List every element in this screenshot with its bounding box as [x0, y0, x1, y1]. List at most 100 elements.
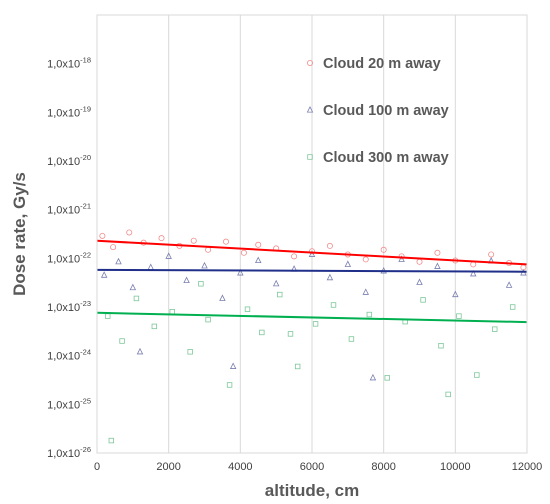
grid-layer	[96, 15, 528, 453]
legend: Cloud 20 m away Cloud 100 m away Cloud 300…	[306, 56, 449, 166]
legend-marker	[306, 60, 313, 67]
legend-marker	[307, 154, 313, 160]
data-point	[222, 238, 229, 245]
data-point	[416, 278, 423, 285]
data-point	[100, 271, 108, 278]
data-point	[169, 309, 175, 315]
data-point	[434, 262, 441, 269]
data-point	[129, 283, 137, 291]
x-tick-label: 6000	[300, 461, 324, 473]
y-tick-label: 1,0x10-18	[47, 56, 91, 71]
data-point	[205, 316, 211, 323]
data-point	[362, 256, 369, 263]
data-point	[255, 241, 262, 248]
data-point	[348, 336, 355, 342]
data-point	[244, 306, 251, 312]
legend-marker	[306, 106, 314, 113]
y-tick-label: 1,0x10-23	[47, 299, 91, 314]
data-point	[344, 260, 352, 267]
data-point	[505, 281, 513, 288]
x-tick-label: 4000	[228, 461, 252, 473]
data-point	[198, 281, 204, 287]
legend-label: Cloud 100 m away	[323, 103, 449, 119]
data-point	[445, 391, 451, 398]
data-point	[434, 249, 441, 256]
trend-line	[96, 268, 528, 273]
data-point	[384, 375, 390, 381]
y-tick-label: 1,0x10-25	[47, 396, 91, 411]
y-tick-label: 1,0x10-20	[47, 153, 91, 168]
data-point	[259, 329, 265, 336]
data-point	[470, 269, 477, 277]
data-point	[312, 321, 319, 327]
legend-label: Cloud 300 m away	[323, 150, 449, 166]
data-point	[240, 249, 247, 256]
x-tick-label: 10000	[440, 461, 471, 473]
x-axis-title: altitude, cm	[265, 481, 359, 500]
data-point	[474, 372, 480, 378]
trend-line	[96, 239, 528, 266]
data-point	[308, 250, 316, 257]
x-tick-label: 0	[94, 461, 100, 473]
data-point	[362, 288, 369, 295]
data-point	[272, 279, 280, 287]
data-point	[147, 263, 154, 270]
data-point	[99, 232, 106, 239]
data-point	[237, 268, 244, 276]
y-axis-title: Dose rate, Gy/s	[10, 172, 29, 296]
data-point	[126, 229, 133, 236]
data-point	[452, 290, 459, 298]
data-point	[287, 331, 294, 337]
data-point	[380, 246, 387, 253]
data-point	[416, 258, 423, 265]
data-point	[326, 242, 333, 249]
data-point	[509, 304, 516, 310]
data-point	[398, 255, 405, 262]
y-tick-label: 1,0x10-19	[47, 104, 91, 119]
data-point	[369, 373, 377, 381]
data-point	[398, 253, 405, 260]
data-point	[308, 248, 315, 255]
data-point	[110, 244, 117, 251]
data-point	[115, 257, 122, 265]
x-tick-label: 8000	[371, 461, 395, 473]
data-point	[229, 362, 237, 369]
data-point	[165, 252, 172, 259]
data-point	[136, 347, 144, 355]
data-point	[326, 273, 334, 281]
trend-line	[96, 311, 528, 324]
data-point	[108, 437, 115, 444]
y-tick-labels: 1,0x10-18 1,0x10-19 1,0x10-20 1,0x10-21 1,0x…	[47, 56, 91, 460]
data-point	[119, 338, 125, 344]
plot-frame	[96, 14, 528, 454]
y-tick-label: 1,0x10-22	[47, 250, 91, 265]
x-tick-label: 12000	[512, 461, 543, 473]
y-tick-label: 1,0x10-26	[47, 445, 91, 460]
y-tick-label: 1,0x10-21	[47, 202, 91, 217]
data-point	[492, 326, 498, 332]
trend-layer	[96, 239, 528, 324]
data-point	[151, 323, 158, 330]
data-point	[438, 343, 444, 349]
data-point	[226, 382, 233, 388]
data-point	[420, 297, 426, 303]
data-point	[190, 237, 197, 244]
data-point	[366, 311, 373, 318]
data-point	[277, 291, 283, 298]
data-point	[219, 294, 226, 301]
data-point	[187, 349, 193, 355]
data-point	[456, 313, 462, 319]
data-point	[105, 313, 111, 319]
data-point	[330, 302, 337, 308]
data-point	[294, 363, 301, 370]
data-point	[201, 261, 208, 269]
data-point	[291, 253, 298, 260]
data-point	[158, 235, 165, 242]
data-point	[133, 295, 140, 302]
y-tick-label: 1,0x10-24	[47, 348, 91, 363]
data-point	[183, 276, 190, 284]
data-point	[470, 261, 477, 268]
legend-label: Cloud 20 m away	[323, 56, 441, 72]
